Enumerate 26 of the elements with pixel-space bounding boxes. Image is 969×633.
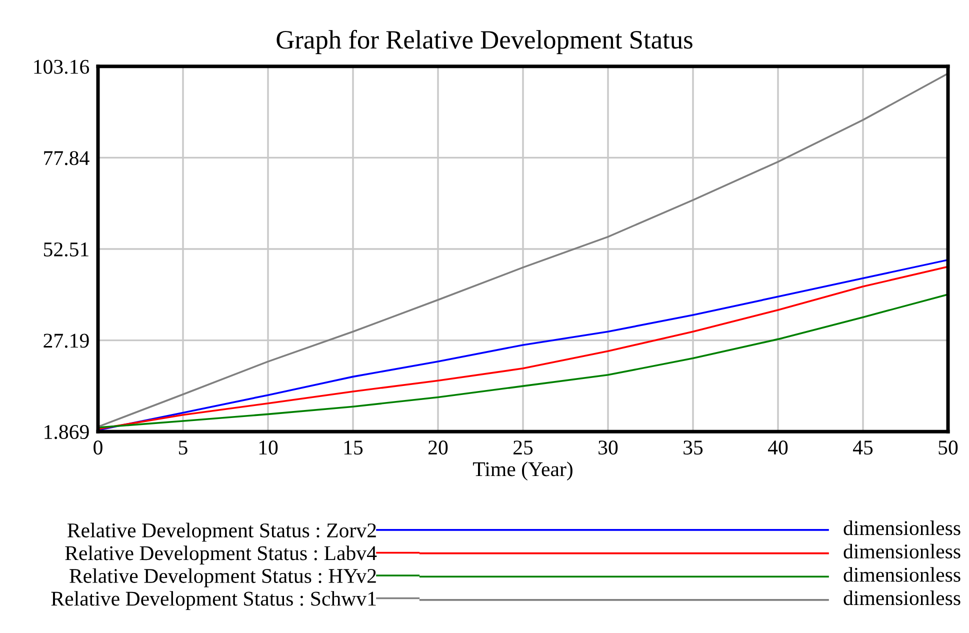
- x-tick-label: 5: [179, 440, 188, 455]
- legend-label: Relative Development Status : HYv2: [70, 568, 376, 588]
- legend-label: Relative Development Status : Schwv1: [51, 591, 376, 610]
- text: dimensionless: [844, 590, 960, 606]
- x-tick-label: 45: [852, 440, 873, 455]
- text: dimensionless: [844, 544, 960, 559]
- x-tick-label: 40: [768, 440, 788, 455]
- x-tick-label: 35: [684, 440, 703, 455]
- chart-title: Graph for Relative Development Status: [276, 30, 692, 54]
- x-tick-label: 15: [344, 440, 363, 455]
- y-tick-label: 103.16: [34, 60, 90, 74]
- x-tick-label: 10: [259, 440, 278, 455]
- y-tick-label: 27.19: [44, 334, 89, 348]
- x-axis-title: Time (Year): [473, 462, 572, 480]
- legend-label: Relative Development Status : Labv4: [65, 546, 377, 564]
- legend-label: Relative Development Status : Zorv2: [67, 522, 376, 542]
- x-tick-label: 20: [428, 440, 448, 455]
- y-tick-label: 77.84: [44, 151, 90, 166]
- x-tick-label: 50: [938, 440, 958, 455]
- x-tick-label: 30: [598, 440, 618, 455]
- y-tick-label: 1.869: [44, 424, 89, 440]
- x-tick-label: 25: [514, 440, 533, 455]
- x-tick-label: 0: [94, 440, 102, 455]
- text: dimensionless: [844, 567, 960, 582]
- y-tick-label: 52.51: [44, 242, 88, 257]
- text: dimensionless: [844, 520, 960, 536]
